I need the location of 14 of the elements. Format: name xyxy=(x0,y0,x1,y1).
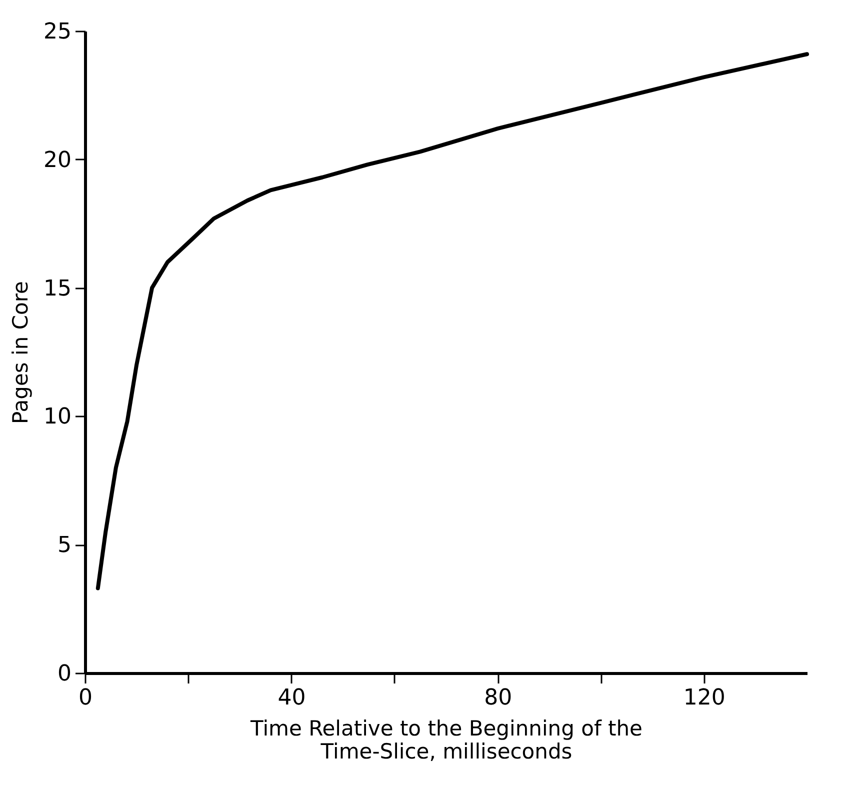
y-tick-label: 15 xyxy=(44,276,72,302)
y-tick-label: 25 xyxy=(44,20,72,44)
text: Time-Slice, milliseconds xyxy=(320,740,572,764)
y-tick-label: 20 xyxy=(44,148,72,173)
y-tick-label: 0 xyxy=(58,662,72,686)
x-tick-label: 0 xyxy=(78,686,92,710)
y-tick-label: 5 xyxy=(58,533,72,558)
x-tick-label: 80 xyxy=(484,686,512,710)
line-series xyxy=(96,52,809,590)
x-tick-label: 120 xyxy=(683,686,726,710)
text: Time Relative to the Beginning of the xyxy=(250,716,642,740)
y-tick-label: 10 xyxy=(44,404,72,430)
x-tick-label: 40 xyxy=(278,686,306,710)
y-axis-title: Pages in Core xyxy=(8,281,33,424)
